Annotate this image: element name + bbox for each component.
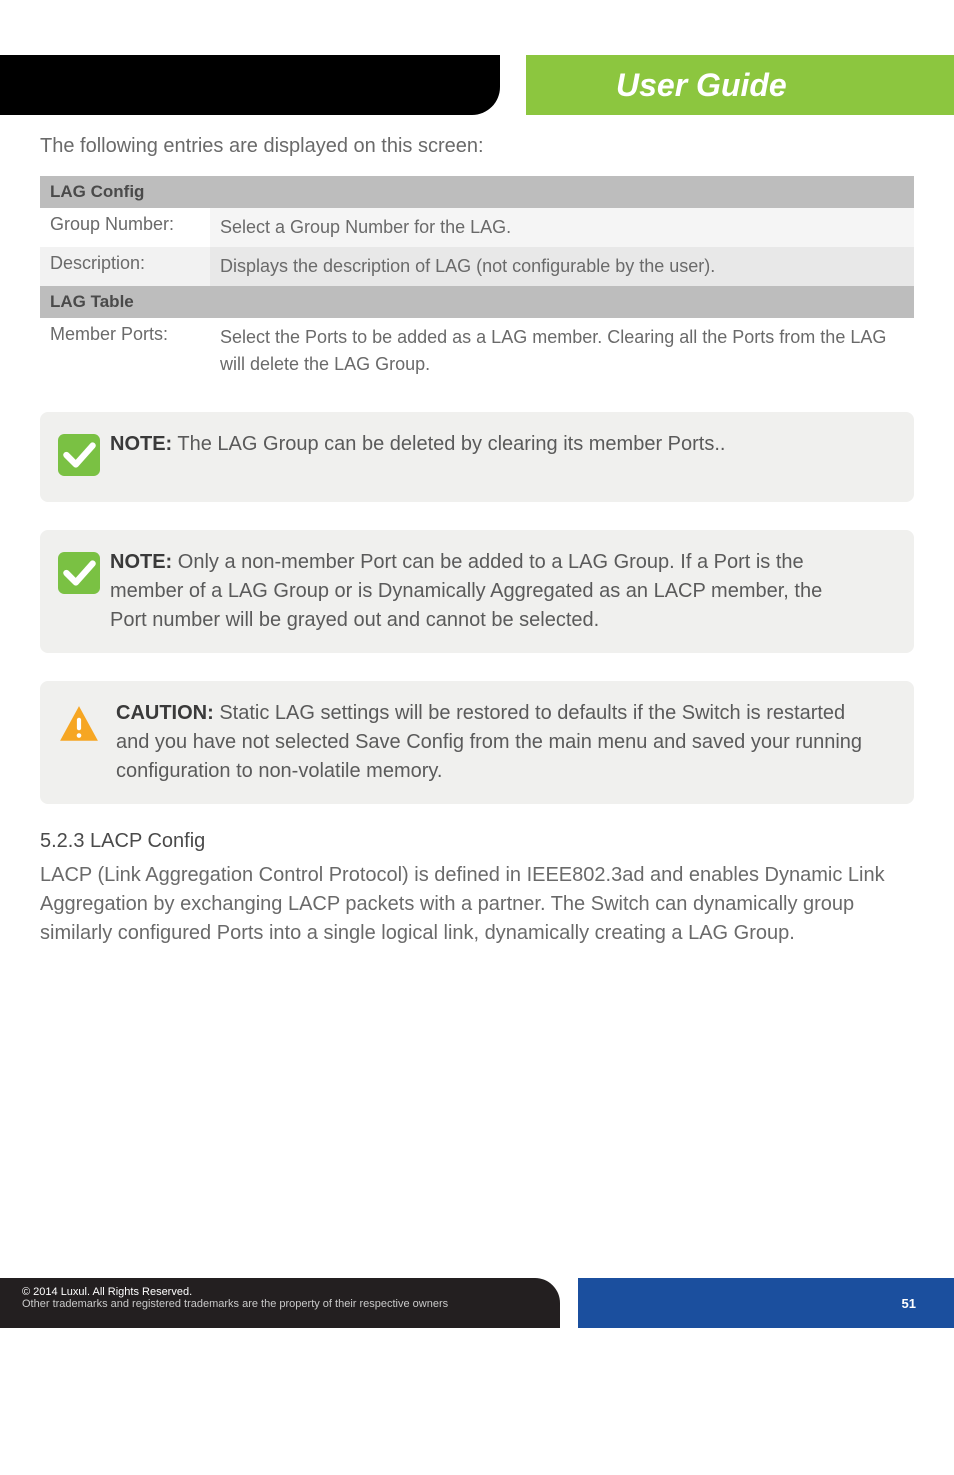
footer-copyright: © 2014 Luxul. All Rights Reserved.	[22, 1286, 560, 1298]
content-area: The following entries are displayed on t…	[0, 115, 954, 948]
caution-label: CAUTION:	[116, 702, 214, 724]
table-row: Group Number: Select a Group Number for …	[40, 208, 914, 247]
section-body: LACP (Link Aggregation Control Protocol)…	[40, 861, 914, 948]
caution-callout: CAUTION: Static LAG settings will be res…	[40, 681, 914, 804]
intro-text: The following entries are displayed on t…	[40, 135, 914, 158]
section-header-cell: LAG Table	[40, 286, 914, 318]
header-green-block: User Guide	[526, 55, 954, 115]
note-label: NOTE:	[110, 551, 172, 573]
note-callout: NOTE: Only a non-member Port can be adde…	[40, 530, 914, 653]
header-gap	[500, 55, 526, 115]
footer-blue-block: 51	[578, 1278, 954, 1328]
caution-text: CAUTION: Static LAG settings will be res…	[110, 699, 864, 786]
row-desc: Select the Ports to be added as a LAG me…	[210, 318, 914, 384]
check-icon	[58, 434, 100, 476]
row-label: Member Ports:	[40, 318, 210, 384]
table-row: Description: Displays the description of…	[40, 247, 914, 286]
check-icon	[58, 552, 100, 594]
header-bar: User Guide	[0, 55, 954, 115]
note-label: NOTE:	[110, 433, 172, 455]
row-desc: Displays the description of LAG (not con…	[210, 247, 914, 286]
row-desc: Select a Group Number for the LAG.	[210, 208, 914, 247]
spec-table: LAG Config Group Number: Select a Group …	[40, 176, 914, 384]
footer-trademark: Other trademarks and registered trademar…	[22, 1298, 560, 1310]
section-heading: 5.2.3 LACP Config	[40, 830, 914, 853]
row-label: Group Number:	[40, 208, 210, 247]
table-section-header: LAG Config	[40, 176, 914, 208]
header-black-block	[0, 55, 500, 115]
note-text: NOTE: The LAG Group can be deleted by cl…	[110, 430, 725, 459]
caution-body: Static LAG settings will be restored to …	[116, 702, 862, 782]
footer-black-block: © 2014 Luxul. All Rights Reserved. Other…	[0, 1278, 560, 1328]
note-body: Only a non-member Port can be added to a…	[110, 551, 822, 631]
note-text: NOTE: Only a non-member Port can be adde…	[110, 548, 864, 635]
warning-icon	[58, 703, 100, 745]
header-title: User Guide	[616, 67, 787, 104]
note-callout: NOTE: The LAG Group can be deleted by cl…	[40, 412, 914, 502]
page-number: 51	[902, 1296, 916, 1311]
table-row: Member Ports: Select the Ports to be add…	[40, 318, 914, 384]
table-section-header: LAG Table	[40, 286, 914, 318]
row-label: Description:	[40, 247, 210, 286]
footer-bar: © 2014 Luxul. All Rights Reserved. Other…	[0, 1278, 954, 1328]
section-header-cell: LAG Config	[40, 176, 914, 208]
note-body: The LAG Group can be deleted by clearing…	[172, 433, 725, 455]
footer-gap	[560, 1278, 578, 1328]
